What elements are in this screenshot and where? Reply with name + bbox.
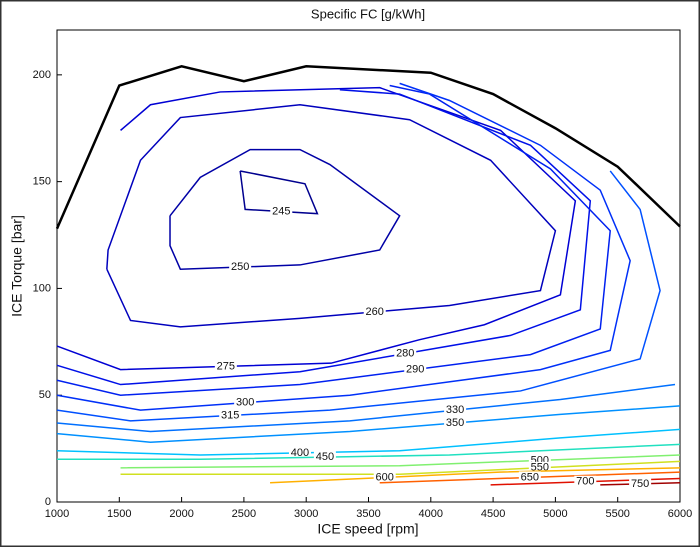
contour-label-bg	[373, 471, 396, 484]
contour-label-bg	[219, 409, 242, 422]
contour-label: 700	[576, 476, 594, 488]
contour-line	[56, 89, 592, 386]
contour-line	[120, 454, 681, 469]
contour-label: 300	[236, 397, 254, 409]
y-tick-label: 150	[33, 176, 51, 188]
contour-label-bg	[313, 451, 336, 464]
contour-line	[239, 170, 319, 215]
contour-label: 245	[272, 205, 290, 217]
y-tick-label: 50	[39, 389, 51, 401]
contour-label-bg	[234, 396, 257, 409]
x-tick-label: 1500	[107, 508, 131, 520]
contour-label: 450	[316, 451, 334, 463]
contour-line	[270, 467, 681, 484]
contour-label: 280	[396, 347, 414, 359]
contour-label-bg	[394, 347, 417, 360]
y-tick-label: 200	[33, 69, 51, 81]
x-tick-label: 3000	[294, 508, 318, 520]
contour-label-bg	[404, 363, 427, 376]
x-axis-label: ICE speed [rpm]	[317, 521, 418, 537]
contour-label: 750	[631, 478, 649, 490]
contour-label: 600	[376, 471, 394, 483]
contour-line	[56, 170, 661, 422]
contour-label: 650	[521, 471, 539, 483]
contour-line	[56, 383, 676, 433]
x-tick-label: 6000	[668, 508, 692, 520]
contour-line	[56, 86, 577, 371]
contour-label: 315	[221, 409, 239, 421]
chart-title: Specific FC [g/kWh]	[311, 6, 425, 21]
x-tick-label: 1000	[45, 508, 69, 520]
x-tick-label: 3500	[356, 508, 380, 520]
x-tick-label: 2500	[232, 508, 256, 520]
contour-label: 250	[231, 261, 249, 273]
contour-label-bg	[214, 360, 237, 373]
contour-label: 330	[446, 404, 464, 416]
contour-label-bg	[444, 416, 467, 429]
plot-area	[56, 29, 681, 503]
x-tick-label: 4000	[419, 508, 443, 520]
contour-label: 275	[217, 360, 235, 372]
contour-label: 350	[446, 417, 464, 429]
contour-label-bg	[444, 404, 467, 417]
y-axis-label: ICE Torque [bar]	[9, 215, 25, 317]
contour-line	[56, 405, 681, 443]
x-tick-label: 4500	[481, 508, 505, 520]
contour-label: 290	[406, 363, 424, 375]
x-tick-label: 5500	[605, 508, 629, 520]
x-tick-label: 5000	[543, 508, 567, 520]
contour-label-bg	[574, 475, 597, 488]
contour-label: 400	[291, 447, 309, 459]
contour-label-bg	[363, 305, 386, 318]
contour-line	[106, 103, 557, 328]
contour-label-bg	[629, 477, 652, 490]
contour-label-bg	[270, 205, 293, 218]
x-tick-label: 2000	[169, 508, 193, 520]
contour-label: 260	[366, 306, 384, 318]
contour-label-bg	[288, 446, 311, 459]
contour-label-bg	[518, 471, 541, 484]
contour-line	[56, 428, 681, 456]
contour-line	[56, 84, 612, 396]
contour-line	[169, 148, 401, 270]
y-tick-label: 100	[33, 282, 51, 294]
max-torque-line	[55, 65, 681, 230]
y-tick-label: 0	[45, 496, 51, 508]
contour-line	[120, 460, 681, 475]
contour-label-bg	[229, 261, 252, 274]
